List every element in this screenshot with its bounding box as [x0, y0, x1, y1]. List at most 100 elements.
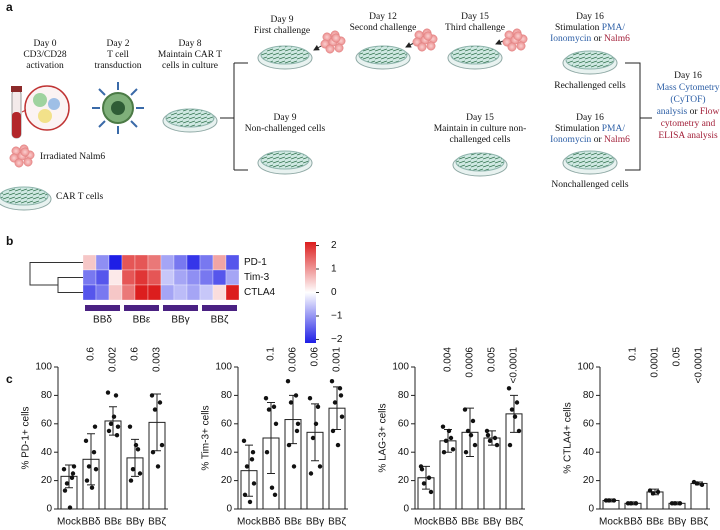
data-point	[315, 404, 321, 409]
data-point	[307, 396, 313, 401]
text-line: Ionomycin or Nalm6	[550, 34, 630, 44]
data-point	[249, 457, 255, 462]
nalm6-cell	[325, 44, 335, 54]
data-point	[492, 435, 498, 441]
x-tick-label: BBζ	[690, 517, 708, 528]
data-point	[448, 435, 454, 441]
data-point	[159, 442, 165, 448]
data-point	[465, 428, 471, 434]
text-run: Nalm6	[604, 34, 630, 44]
data-point	[61, 467, 67, 472]
data-point	[443, 438, 449, 444]
colorbar-label: −1	[331, 311, 343, 322]
heatmap-cell	[108, 269, 123, 286]
data-point	[428, 489, 434, 495]
x-tick-label: Mock	[57, 517, 82, 528]
car-t-cells	[358, 45, 408, 65]
p-value: <0.0001	[509, 347, 520, 384]
data-point	[137, 471, 143, 476]
nalm6-cell	[23, 157, 33, 167]
error-bar	[267, 402, 275, 474]
heatmap-cell	[147, 269, 162, 286]
car-t-cells	[260, 45, 310, 65]
y-tick-label: 40	[221, 447, 233, 458]
data-point	[288, 400, 294, 405]
data-point	[313, 421, 319, 426]
data-point	[308, 471, 314, 476]
y-tick-label: 0	[46, 504, 52, 515]
data-point	[91, 450, 97, 455]
data-point	[494, 442, 500, 448]
heatmap-cell	[199, 269, 214, 286]
data-point	[114, 432, 120, 438]
data-point	[317, 464, 323, 469]
text-line: ELISA analysis	[658, 131, 718, 141]
x-tick-label: Mock	[414, 517, 439, 528]
heatmap-cell	[108, 254, 123, 271]
group-bar	[85, 305, 120, 311]
data-point	[337, 386, 343, 391]
data-point	[506, 386, 512, 391]
p-value: 0.6	[130, 347, 141, 361]
data-point	[440, 424, 446, 429]
nalm6-cell	[426, 41, 436, 51]
colorbar-label: 1	[331, 264, 337, 275]
x-tick-label: Mock	[237, 517, 262, 528]
y-tick-label: 80	[398, 390, 410, 401]
x-tick-label: BBε	[104, 517, 122, 528]
data-point	[426, 475, 432, 480]
y-tick-label: 60	[398, 418, 410, 429]
heatmap-cell	[199, 254, 214, 271]
data-point	[285, 379, 291, 384]
data-point	[93, 467, 99, 472]
data-point	[272, 492, 278, 497]
heatmap-cell	[82, 284, 97, 301]
data-point	[149, 393, 155, 398]
data-point	[655, 489, 661, 495]
data-point	[509, 407, 515, 412]
group-label: BBγ	[171, 315, 189, 326]
legend-label: Irradiated Nalm6	[40, 152, 105, 162]
colorbar-label: 0	[331, 287, 337, 298]
y-tick-label: 20	[221, 475, 233, 486]
text-run: or	[690, 107, 699, 117]
heatmap-cell	[160, 284, 175, 301]
step-text: Day 16	[576, 12, 604, 22]
bar	[690, 482, 708, 510]
text-run: (CyTOF)	[670, 94, 705, 105]
group-label: BBε	[133, 315, 151, 326]
p-value: 0.003	[152, 347, 163, 372]
data-point	[70, 471, 76, 476]
outcome-label: Nonchallenged cells	[551, 180, 629, 190]
step-text: transduction	[95, 61, 142, 71]
data-point	[130, 467, 136, 472]
legend-label: CAR T cells	[56, 192, 103, 202]
colorbar-label: −2	[331, 334, 343, 345]
x-tick-label: BBδ	[624, 517, 643, 528]
y-tick-label: 20	[583, 475, 595, 486]
data-point	[244, 464, 250, 469]
x-tick-label: BBγ	[668, 517, 686, 528]
data-point	[677, 501, 683, 506]
panel-label: b	[6, 234, 13, 248]
car-t-cells	[0, 186, 49, 206]
step-text: Non-challenged cells	[245, 124, 326, 134]
y-tick-label: 100	[35, 362, 52, 373]
data-point	[83, 438, 89, 444]
data-point	[421, 481, 427, 486]
heatmap-cell	[212, 269, 227, 286]
nalm6-cell	[513, 31, 523, 41]
text-run: PMA/	[602, 23, 626, 33]
text-run: PMA/	[602, 124, 626, 134]
data-point	[329, 379, 335, 384]
data-point	[472, 442, 478, 448]
y-axis-label: % Tim-3+ cells	[201, 405, 212, 470]
y-tick-label: 60	[583, 418, 595, 429]
text-line: Stimulation PMA/	[555, 124, 625, 134]
data-point	[507, 442, 513, 448]
data-point	[332, 400, 338, 405]
data-point	[647, 488, 653, 493]
text-line: analysis or Flow	[657, 107, 720, 117]
data-point	[133, 442, 139, 448]
